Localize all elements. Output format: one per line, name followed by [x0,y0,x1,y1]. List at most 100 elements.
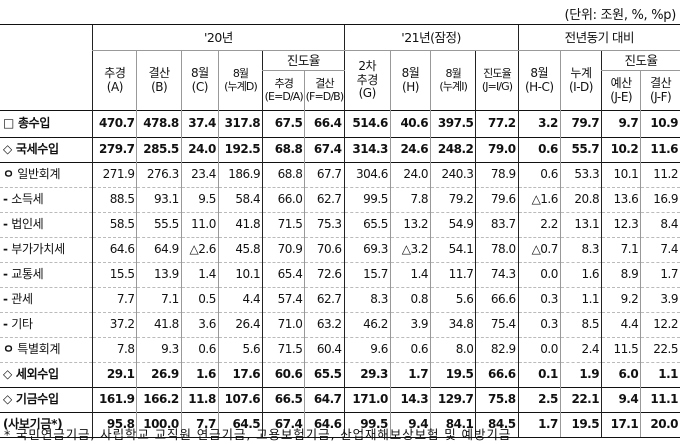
row-label: ㅇ 일반회계 [0,162,93,188]
table-cell: 65.5 [304,361,345,388]
table-cell: 10.2 [601,137,641,163]
table-cell: 55.7 [559,137,602,163]
table-cell: 60.4 [304,336,345,363]
table-cell: 7.8 [92,336,137,363]
header-text: (F=D/B) [305,89,344,103]
table-cell: 0.8 [389,286,431,313]
header-text: 예산 [610,75,633,90]
table-cell: 1.7 [517,411,561,439]
header-jindo-2020: 진도율 [262,50,345,71]
header-text: 결산 [650,75,672,90]
table-cell: 67.4 [304,137,345,163]
table-cell: 9.6 [343,336,391,363]
table-cell: 11.5 [601,336,641,363]
table-cell: 129.7 [430,386,476,413]
row-symbol: - [3,267,8,282]
header-col-yesan-je: 예산 (J-E) [601,70,641,111]
table-cell: 0.0 [517,336,561,363]
header-text: 8월 [401,65,420,80]
table-row: ◇ 세외수입 29.1 26.9 1.6 17.6 60.6 65.5 29.3 1.7 19.5… [0,361,680,388]
table-cell: 1.1 [559,286,602,313]
table-cell: 8.3 [343,286,391,313]
row-label-text: 국세수입 [15,142,59,157]
table-cell: 9.2 [601,286,641,313]
row-label: - 기타 [0,311,93,338]
table-cell: 314.3 [343,137,391,163]
table-cell: 8.0 [430,336,476,363]
table-cell: 40.6 [389,109,431,138]
header-text: 추경 [274,76,294,90]
header-col-aug-h: 8월 (H) [389,50,431,111]
header-text: 결산 [148,65,171,80]
header-col-aug-d: 8월 (누계D) [217,50,263,111]
table-cell: 77.2 [475,109,519,138]
table-cell: 79.6 [475,187,519,213]
table-cell: 12.2 [640,311,680,338]
header-text: (I-D) [568,79,593,94]
table-cell: 470.7 [92,109,137,138]
table-cell: △3.2 [389,237,431,263]
table-cell: 8.5 [559,311,602,338]
table-cell: 15.5 [92,261,137,288]
table-cell: 186.9 [217,162,263,188]
table-cell: 29.3 [343,361,391,388]
header-col-aug-c: 8월 (C) [180,50,219,111]
row-label: ◇ 국세수입 [0,137,93,163]
header-text: (H-C) [524,79,554,94]
header-col-gyeolsan-b: 결산 (B) [136,50,182,111]
table-cell: 171.0 [343,386,391,413]
table-cell: 7.7 [92,286,137,313]
table-cell: 5.6 [430,286,476,313]
table-cell: 79.7 [559,109,602,138]
table-row: - 교통세 15.5 13.9 1.4 10.1 65.4 72.6 15.7 1.4 11.7 7… [0,261,680,288]
table-cell: 60.6 [262,361,305,388]
header-text: 누계 [570,65,592,80]
table-cell: 78.0 [475,237,519,263]
table-cell: 0.6 [180,336,219,363]
header-col-gyeolsan-jf: 결산 (J-F) [640,70,680,111]
header-text: 추경 [356,72,379,87]
table-cell: 64.9 [136,237,182,263]
table-cell: 3.2 [517,109,561,138]
table-cell: 66.6 [475,361,519,388]
table-cell: 0.1 [517,361,561,388]
header-group-2020: '20년 [92,24,345,51]
header-group-2021: '21년(잠정) [343,24,519,51]
table-cell: 0.6 [517,137,561,163]
table-cell: 11.0 [180,212,219,238]
table-cell: 58.4 [217,187,263,213]
table-cell: 3.9 [389,311,431,338]
table-cell: 69.3 [343,237,391,263]
header-text: 결산 [315,76,334,90]
table-cell: 37.4 [180,109,219,138]
header-corner-cell [0,24,93,111]
row-label-text: 소득세 [11,192,44,207]
header-text: (J-F) [650,89,672,104]
row-label: - 부가가치세 [0,237,93,263]
table-cell: 248.2 [430,137,476,163]
table-cell: 70.9 [262,237,305,263]
table-cell: 16.9 [640,187,680,213]
row-symbol: ◇ [3,142,12,157]
table-cell: 13.2 [389,212,431,238]
table-cell: 58.5 [92,212,137,238]
row-symbol: - [3,242,8,257]
row-symbol: □ [3,116,15,131]
table-cell: 240.3 [430,162,476,188]
table-cell: 34.8 [430,311,476,338]
table-cell: 7.1 [601,237,641,263]
table-cell: 71.5 [262,336,305,363]
row-label: ◇ 기금수입 [0,386,93,413]
table-cell: 72.6 [304,261,345,288]
header-col-jindo-e: 추경 (E=D/A) [262,70,305,111]
table-cell: 5.6 [217,336,263,363]
table-cell: 66.4 [304,109,345,138]
table-cell: 71.0 [262,311,305,338]
table-cell: 9.3 [136,336,182,363]
table-row: - 법인세 58.5 55.5 11.0 41.8 71.5 75.3 65.5 13.2 54.… [0,212,680,238]
table-cell: 1.9 [559,361,602,388]
table-cell: 95.8 [92,411,137,439]
table-cell: 55.5 [136,212,182,238]
table-cell: 20.8 [559,187,602,213]
row-symbol: ◇ [3,392,12,407]
